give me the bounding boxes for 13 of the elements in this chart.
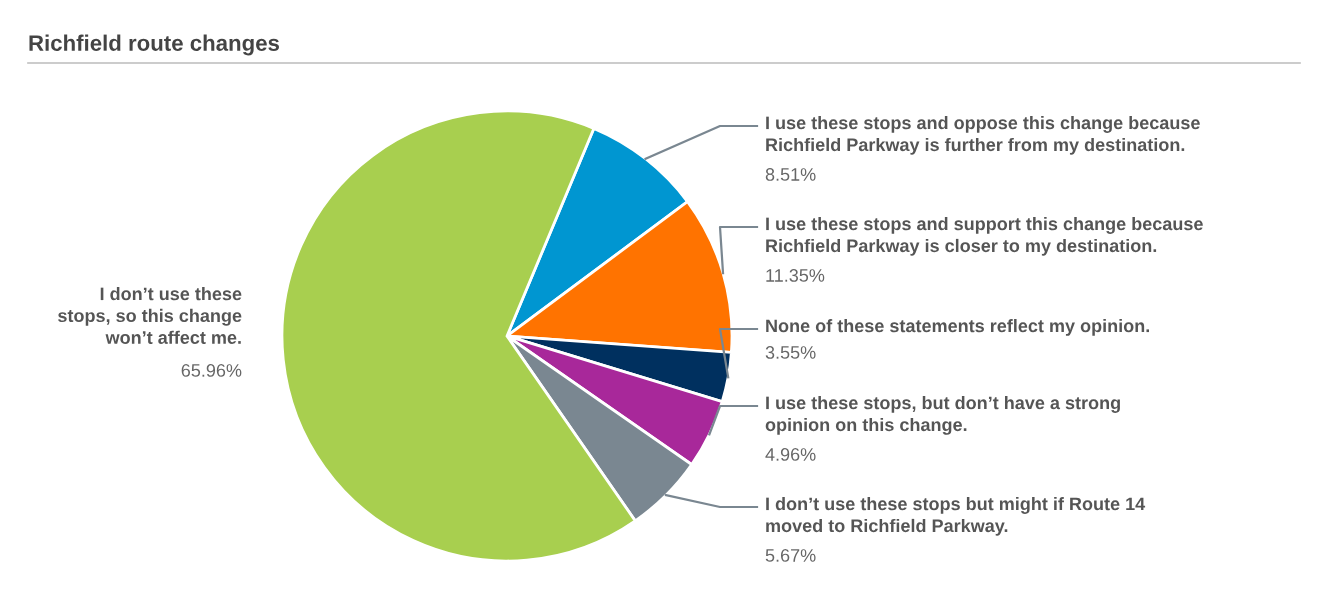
data-label: 4.96% (765, 448, 816, 461)
slice-label: I don’t use these stops but might if Route 14 moved to Richfield Parkway. (766, 497, 1146, 536)
chart-title: Richfield route changes (29, 34, 279, 56)
slice-label: I use these stops and oppose this change because Richfield Parkway is further from my destination. (766, 116, 1200, 155)
data-label: 65.96% (181, 364, 242, 377)
slice-label: None of these statements reflect my opinion. (766, 319, 1150, 336)
slice-label: I use these stops, but don’t have a strong opinion on this change. (765, 396, 1120, 435)
data-label: 5.67% (765, 549, 816, 562)
slice-label: I don’t use these stops, so this change won’t affect me. (58, 287, 242, 344)
data-label: 3.55% (765, 346, 816, 359)
slice-label: I use these stops and support this change because Richfield Parkway is closer to my destination. (766, 217, 1203, 256)
data-label: 11.35% (766, 269, 825, 282)
data-label: 8.51% (765, 168, 816, 181)
